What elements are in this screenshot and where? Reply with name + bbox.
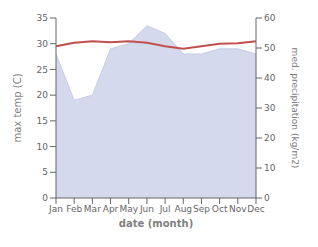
svg-text:Aug: Aug bbox=[174, 204, 192, 214]
svg-text:0: 0 bbox=[264, 193, 270, 203]
svg-text:40: 40 bbox=[264, 73, 276, 83]
svg-text:35: 35 bbox=[37, 13, 48, 23]
svg-text:Dec: Dec bbox=[247, 204, 264, 214]
svg-text:Sep: Sep bbox=[193, 204, 210, 214]
svg-text:Feb: Feb bbox=[66, 204, 82, 214]
svg-text:20: 20 bbox=[37, 90, 49, 100]
svg-text:Apr: Apr bbox=[103, 204, 119, 214]
svg-text:15: 15 bbox=[37, 116, 48, 126]
svg-text:30: 30 bbox=[37, 39, 49, 49]
svg-text:Mar: Mar bbox=[84, 204, 101, 214]
svg-text:50: 50 bbox=[264, 43, 276, 53]
svg-text:Nov: Nov bbox=[229, 204, 247, 214]
svg-text:Jun: Jun bbox=[139, 204, 154, 214]
svg-text:Oct: Oct bbox=[212, 204, 228, 214]
svg-text:Jan: Jan bbox=[48, 204, 63, 214]
svg-text:25: 25 bbox=[37, 65, 48, 75]
svg-text:20: 20 bbox=[264, 133, 276, 143]
svg-text:10: 10 bbox=[264, 163, 276, 173]
svg-text:5: 5 bbox=[42, 167, 48, 177]
svg-text:30: 30 bbox=[264, 103, 276, 113]
svg-text:med. precipitation (kg/m2): med. precipitation (kg/m2) bbox=[290, 48, 300, 169]
svg-text:60: 60 bbox=[264, 13, 276, 23]
svg-text:May: May bbox=[119, 204, 138, 214]
svg-text:date (month): date (month) bbox=[119, 218, 193, 229]
svg-text:10: 10 bbox=[37, 142, 49, 152]
svg-text:0: 0 bbox=[42, 193, 48, 203]
svg-text:max temp (C): max temp (C) bbox=[12, 73, 23, 142]
svg-text:Jul: Jul bbox=[159, 204, 171, 214]
